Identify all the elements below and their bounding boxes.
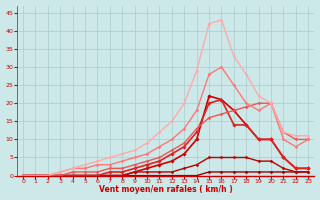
- X-axis label: Vent moyen/en rafales ( km/h ): Vent moyen/en rafales ( km/h ): [99, 185, 233, 194]
